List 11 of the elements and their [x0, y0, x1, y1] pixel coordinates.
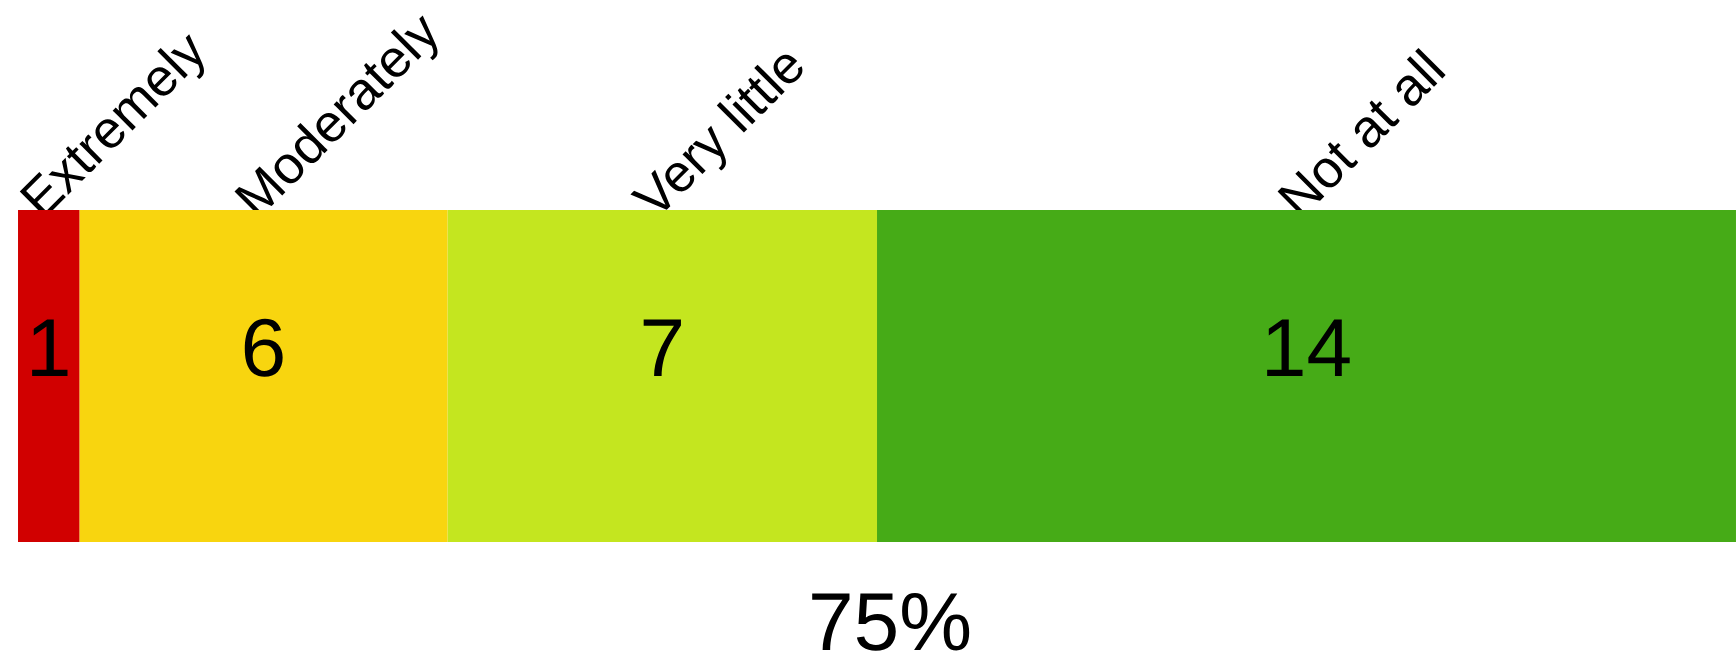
bar: [79, 209, 448, 542]
text: Very little: [630, 54, 803, 210]
data-label: 14: [1267, 319, 1350, 376]
text: 75%: [812, 593, 970, 651]
bar: [877, 209, 1736, 542]
data-label: 7: [643, 319, 681, 376]
bar: [18, 209, 80, 542]
text: Not at all: [1277, 47, 1446, 218]
bar: [447, 209, 878, 542]
data-label: 1: [32, 319, 68, 376]
data-label: 6: [244, 318, 283, 377]
